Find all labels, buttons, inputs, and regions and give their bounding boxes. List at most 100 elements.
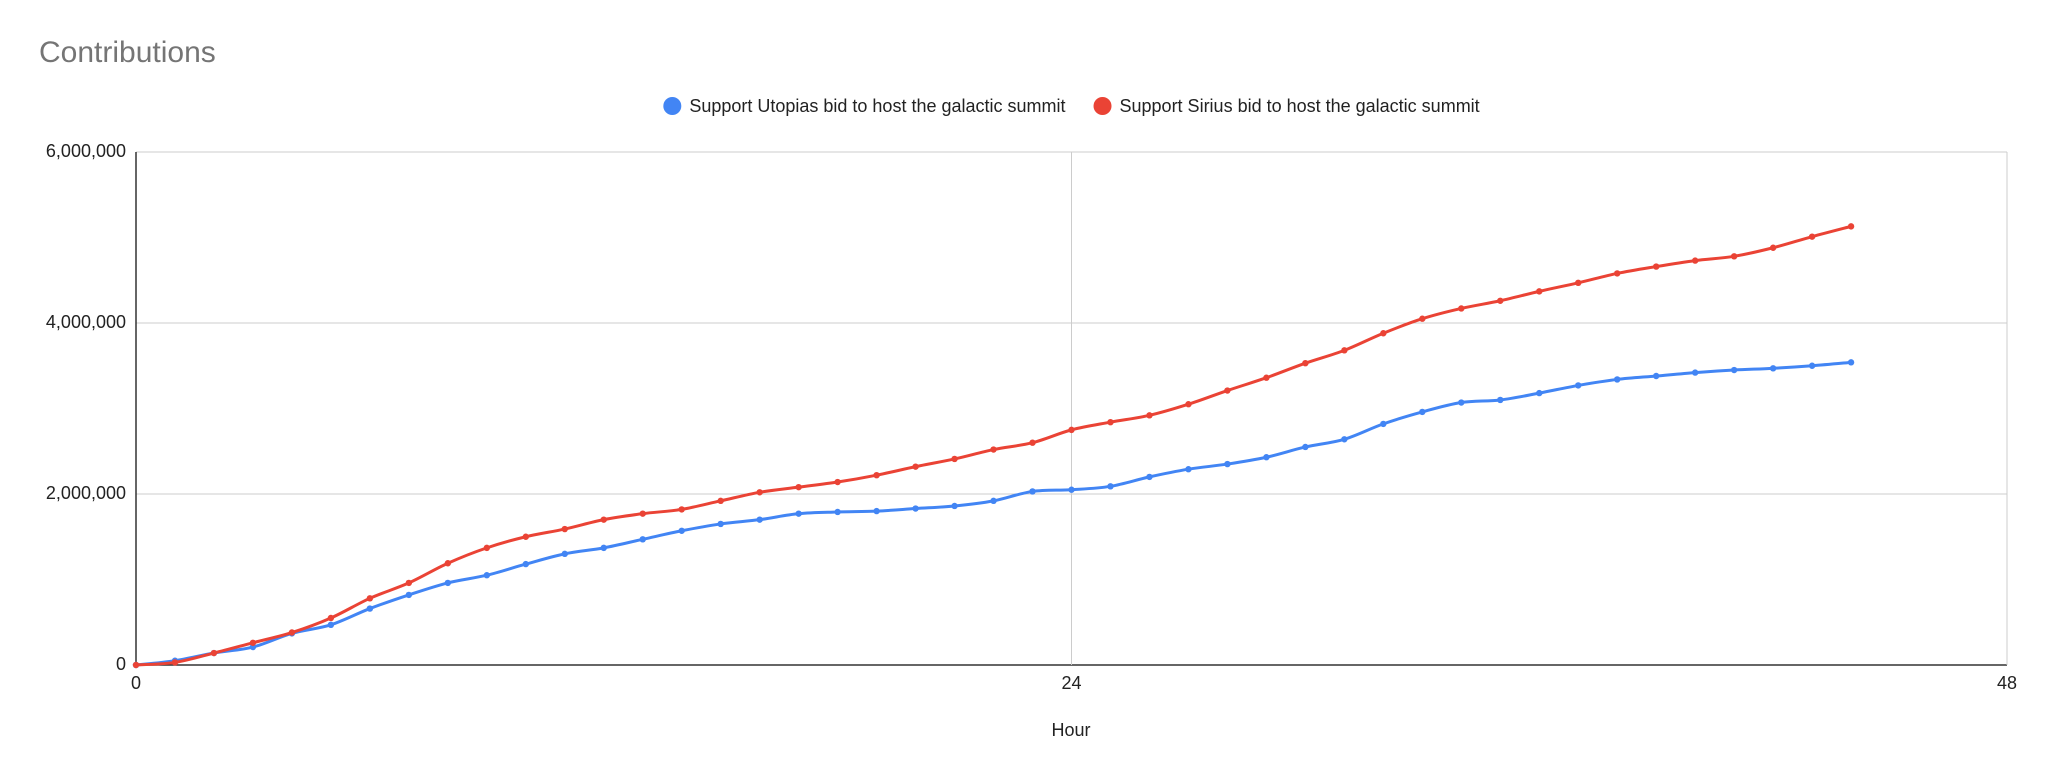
point (639, 536, 646, 543)
point (1614, 270, 1621, 277)
point (1458, 305, 1465, 312)
point (1029, 488, 1036, 495)
point (990, 497, 997, 505)
y-tick-label: 0 (116, 654, 126, 674)
point (873, 507, 880, 515)
point (756, 516, 763, 523)
point (717, 497, 724, 505)
point (1185, 401, 1192, 408)
point (1730, 366, 1738, 374)
point (405, 591, 413, 599)
point (444, 579, 452, 587)
legend: Support Utopias bid to host the galactic… (663, 96, 1480, 116)
point (1302, 443, 1309, 451)
point (1224, 387, 1231, 394)
point (561, 550, 568, 558)
legend-label: Support Utopias bid to host the galactic… (689, 96, 1065, 116)
y-tick-label: 6,000,000 (46, 141, 126, 161)
legend-label: Support Sirius bid to host the galactic … (1120, 96, 1480, 116)
legend-marker (1093, 97, 1112, 115)
point (366, 595, 374, 602)
point (1730, 253, 1738, 260)
point (678, 506, 685, 513)
chart-title: Contributions (39, 36, 216, 69)
point (1458, 399, 1465, 406)
point (522, 533, 529, 540)
point (171, 659, 179, 666)
point (1341, 436, 1348, 443)
point (990, 446, 997, 453)
point (834, 478, 841, 486)
point (1691, 369, 1699, 376)
point (1652, 263, 1660, 270)
grid (135, 151, 2008, 666)
point (444, 560, 452, 567)
point (561, 525, 568, 533)
point (873, 471, 880, 479)
legend-marker (663, 97, 682, 115)
point (1263, 374, 1270, 381)
point (1068, 426, 1075, 434)
point (1575, 279, 1582, 287)
point (327, 614, 335, 622)
point (1107, 418, 1114, 426)
point (756, 489, 763, 496)
point (132, 661, 140, 669)
point (249, 639, 257, 646)
x-tick-label: 24 (1061, 673, 1081, 693)
point (1068, 486, 1075, 493)
point (405, 579, 413, 587)
point (795, 510, 802, 517)
point (1302, 359, 1309, 367)
point (522, 560, 529, 568)
point (1536, 288, 1543, 295)
point (1847, 359, 1855, 366)
x-axis-label: Hour (1051, 720, 1090, 740)
point (1691, 257, 1699, 264)
y-tick-label: 4,000,000 (46, 312, 126, 332)
point (288, 629, 296, 636)
point (1224, 460, 1231, 468)
point (639, 510, 646, 517)
line (135, 360, 1852, 667)
point (210, 649, 218, 657)
point (483, 572, 491, 579)
point (1029, 439, 1036, 446)
point (1575, 382, 1582, 389)
point (1185, 466, 1192, 473)
point (1263, 454, 1270, 461)
point (1146, 473, 1153, 481)
point (1808, 362, 1816, 369)
point (834, 508, 841, 516)
point (1107, 483, 1114, 490)
x-tick-label: 0 (131, 673, 141, 693)
point (1536, 389, 1543, 397)
point (1419, 408, 1426, 416)
point (600, 544, 607, 552)
point (1497, 297, 1504, 304)
point (1808, 233, 1816, 240)
point (1341, 347, 1348, 354)
y-tick-label: 2,000,000 (46, 483, 126, 503)
point (912, 463, 919, 470)
point (1769, 244, 1777, 251)
point (327, 621, 335, 629)
point (951, 455, 958, 463)
point (1614, 376, 1621, 383)
point (600, 516, 607, 523)
point (1146, 412, 1153, 419)
point (1847, 223, 1855, 230)
point (1380, 420, 1387, 428)
x-tick-label: 48 (1997, 673, 2017, 693)
point (717, 520, 724, 528)
point (1380, 330, 1387, 337)
point (1419, 315, 1426, 322)
point (678, 527, 685, 534)
point (951, 502, 958, 510)
point (366, 605, 374, 612)
point (1652, 372, 1660, 380)
point (912, 505, 919, 512)
point (795, 483, 802, 491)
point (1497, 396, 1504, 404)
